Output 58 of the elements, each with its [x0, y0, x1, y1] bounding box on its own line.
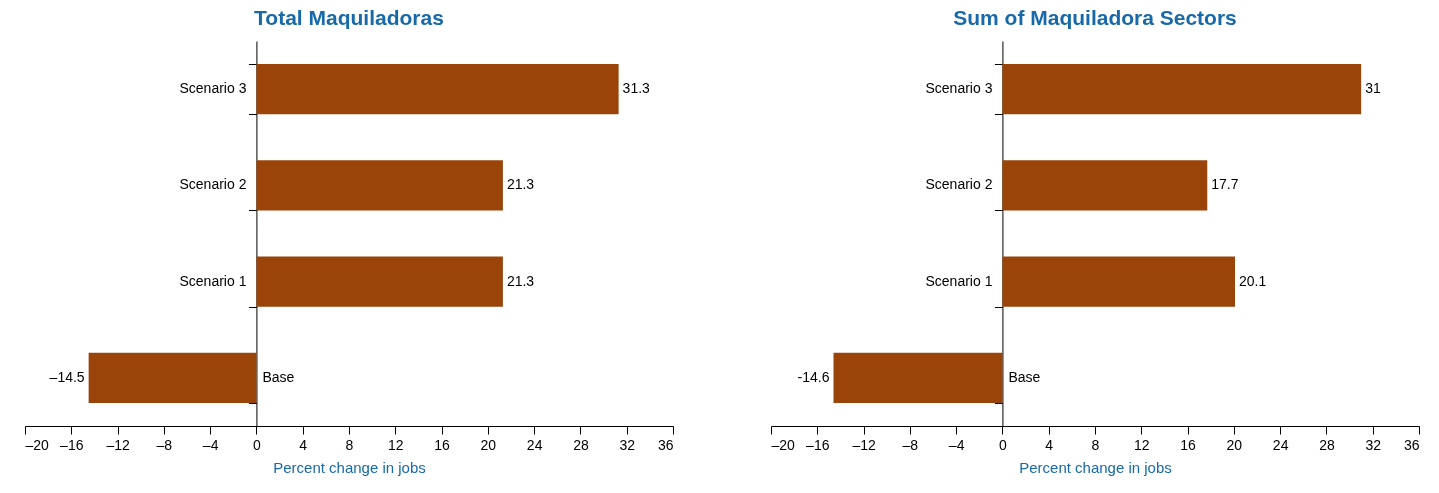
bar	[1002, 64, 1362, 115]
y-tick-label: Scenario 1	[925, 272, 993, 289]
x-tick-label: 36	[1403, 436, 1420, 453]
x-tick-label: 20	[480, 436, 497, 453]
x-tick-label: 4	[299, 436, 308, 453]
x-tick-label: 12	[388, 436, 404, 453]
x-axis-title: Percent change in jobs	[1019, 458, 1172, 476]
bar	[256, 160, 503, 211]
x-tick-label: –4	[202, 436, 219, 453]
y-tick-label: Scenario 3	[925, 80, 993, 97]
data-label: 21.3	[506, 272, 535, 289]
data-label: 21.3	[506, 176, 535, 193]
x-tick-label: 24	[526, 436, 543, 453]
bar	[256, 256, 503, 307]
y-tick-label: Base	[262, 368, 295, 385]
x-tick-label: 4	[1045, 436, 1054, 453]
x-axis-title: Percent change in jobs	[273, 458, 426, 476]
x-tick-label: 12	[1134, 436, 1150, 453]
bar	[1002, 256, 1236, 307]
x-tick-label: –8	[156, 436, 173, 453]
x-tick-label: 32	[619, 436, 636, 453]
y-tick-label: Scenario 2	[925, 176, 993, 193]
x-tick-label: –16	[806, 436, 830, 453]
x-tick-label: 16	[434, 436, 451, 453]
bar	[256, 64, 619, 115]
x-tick-label: –8	[902, 436, 919, 453]
x-tick-label: –12	[106, 436, 130, 453]
chart-title: Total Maquiladoras	[254, 6, 444, 29]
bar	[88, 352, 257, 403]
data-label: –14.5	[49, 368, 85, 385]
data-label: 20.1	[1239, 272, 1267, 289]
x-tick-label: –4	[948, 436, 965, 453]
x-tick-label: 36	[657, 436, 674, 453]
chart-title: Sum of Maquiladora Sectors	[953, 6, 1237, 29]
x-tick-label: 8	[1091, 436, 1100, 453]
bar	[833, 352, 1003, 403]
x-tick-label: 20	[1226, 436, 1243, 453]
x-tick-label: –20	[25, 436, 50, 453]
y-tick-label: Scenario 3	[179, 80, 247, 97]
y-tick-label: Scenario 1	[179, 272, 247, 289]
x-tick-label: 0	[999, 436, 1008, 453]
x-tick-label: –20	[771, 436, 796, 453]
x-tick-label: 8	[345, 436, 354, 453]
x-tick-label: –16	[60, 436, 84, 453]
data-label: 31.3	[622, 80, 651, 97]
data-label: 17.7	[1211, 176, 1239, 193]
y-tick-label: Base	[1008, 368, 1041, 385]
x-tick-label: 24	[1272, 436, 1289, 453]
x-tick-label: 28	[1319, 436, 1335, 453]
bar	[1002, 160, 1208, 211]
data-label: 31	[1365, 80, 1381, 97]
x-tick-label: –12	[852, 436, 876, 453]
x-tick-label: 0	[253, 436, 262, 453]
y-tick-label: Scenario 2	[179, 176, 247, 193]
x-tick-label: 32	[1365, 436, 1382, 453]
x-tick-label: 16	[1180, 436, 1197, 453]
data-label: -14.6	[797, 368, 830, 385]
x-tick-label: 28	[573, 436, 589, 453]
